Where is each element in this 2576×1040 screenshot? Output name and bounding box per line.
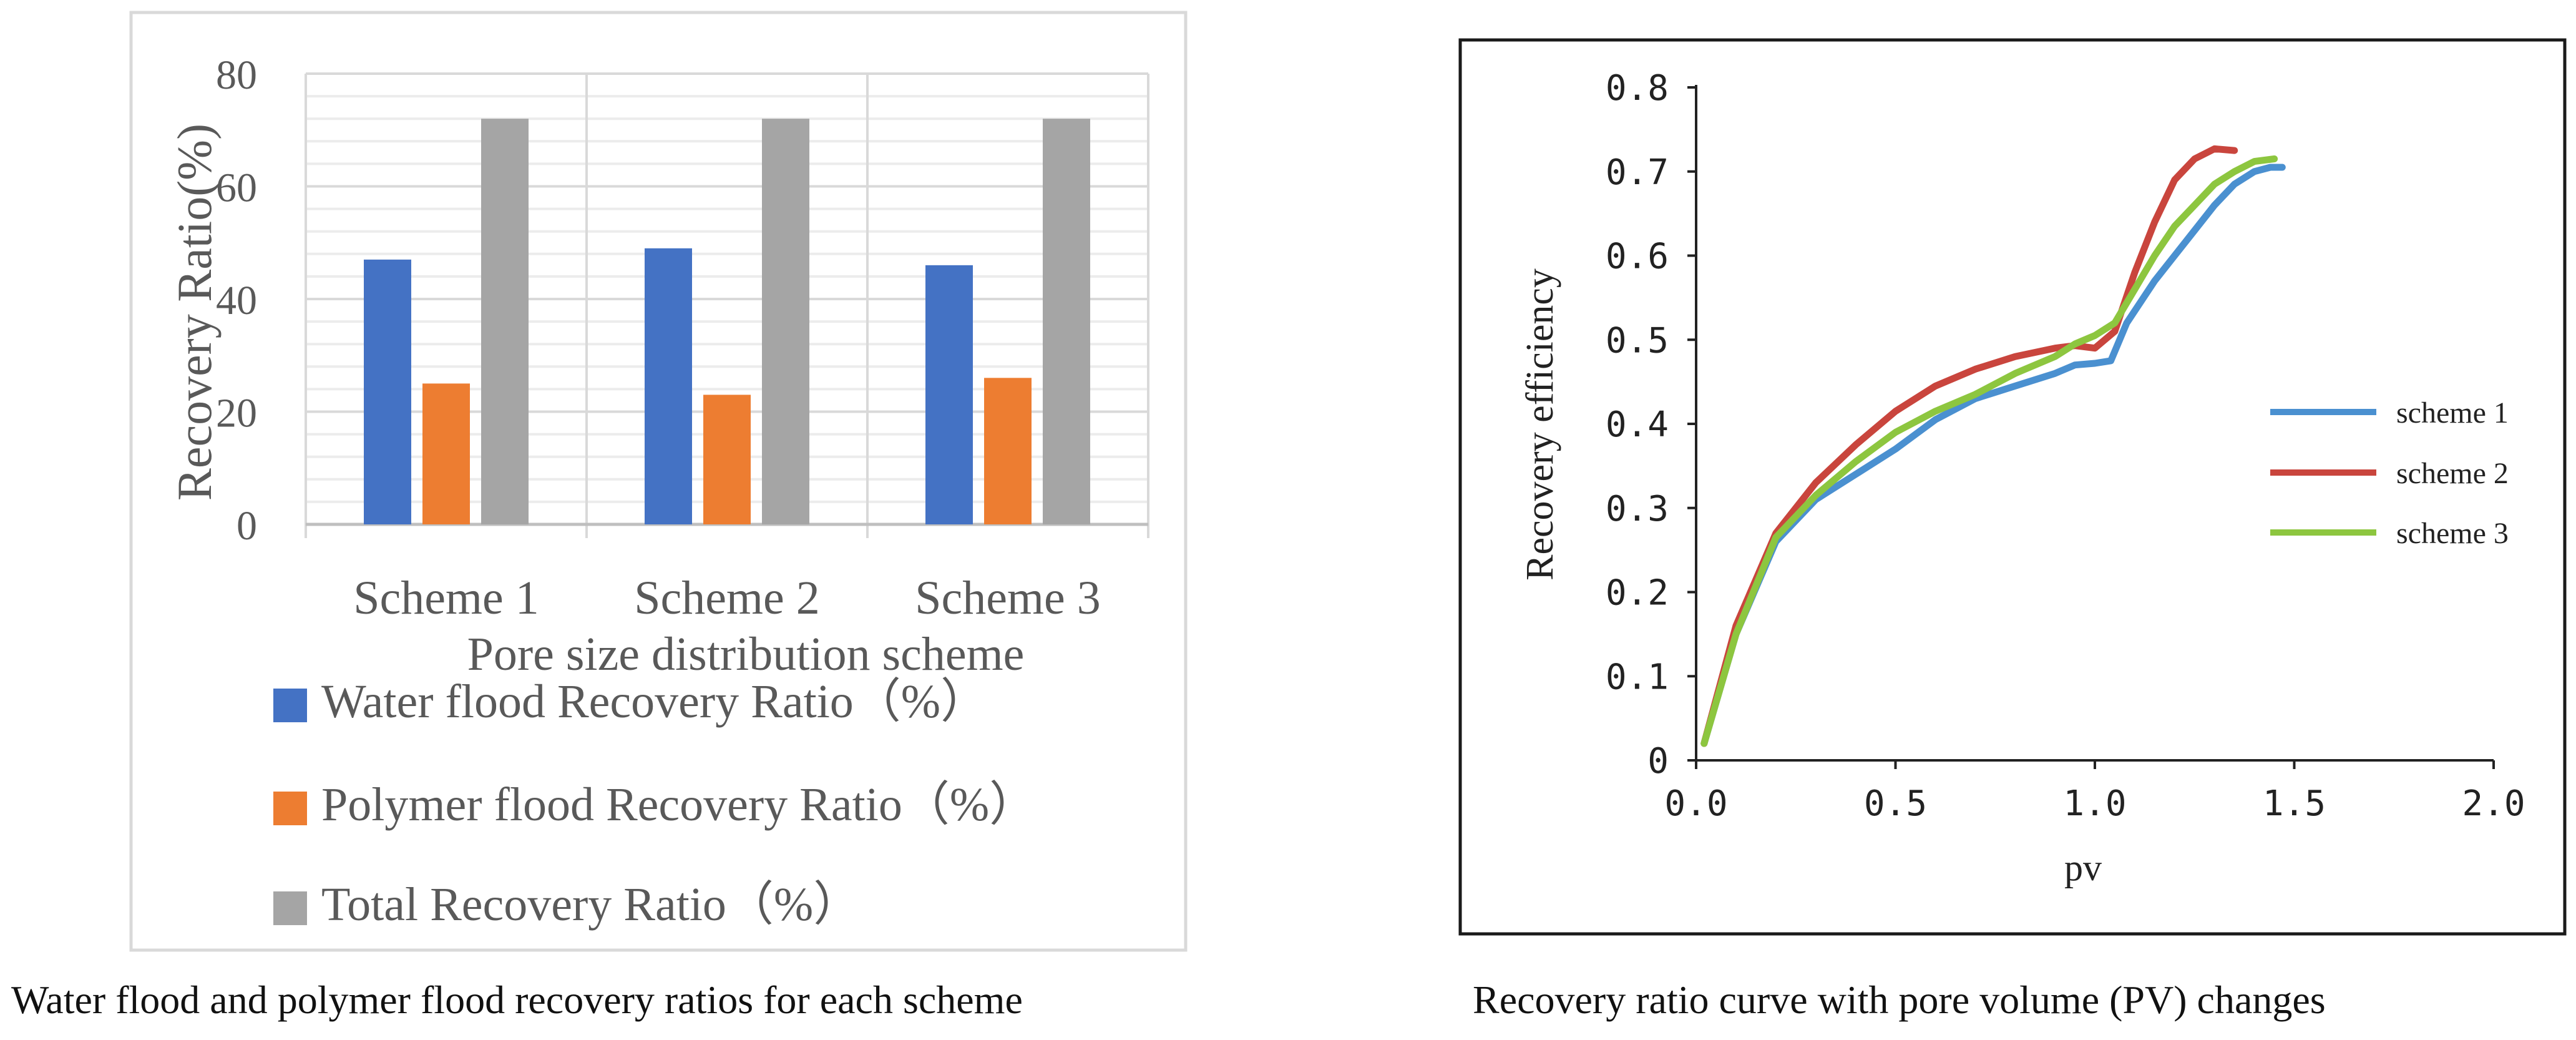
bar-y-axis-label: Recovery Ratio(%) xyxy=(167,124,222,501)
bar-x-tick-label: Scheme 3 xyxy=(915,572,1101,624)
line-x-tick-labels: 0.0 0.5 1.0 1.5 2.0 xyxy=(1664,783,2525,824)
line-x-axis-label: pv xyxy=(2064,847,2102,888)
line-legend-label: scheme 1 xyxy=(2396,396,2509,429)
line-y-tick-label: 0 xyxy=(1647,741,1669,782)
line-y-axis-label: Recovery efficiency xyxy=(1519,268,1561,581)
line-legend-label: scheme 2 xyxy=(2396,457,2509,490)
bar-legend-label: Polymer flood Recovery Ratio（%） xyxy=(321,778,1037,831)
line-y-tick-label: 0.6 xyxy=(1606,237,1669,277)
bar-1-scheme-2 xyxy=(645,248,692,524)
bar-x-tick-labels: Scheme 1 Scheme 2 Scheme 3 xyxy=(353,572,1101,624)
bar-legend-label: Total Recovery Ratio（%） xyxy=(321,878,861,931)
line-y-tick-label: 0.1 xyxy=(1606,657,1669,697)
line-chart-caption: Recovery ratio curve with pore volume (P… xyxy=(1473,978,2326,1022)
line-y-tick-labels: 0 0.1 0.2 0.3 0.4 0.5 0.6 0.7 0.8 xyxy=(1606,68,1669,782)
bar-y-tick-label: 0 xyxy=(237,503,257,549)
bar-y-tick-label: 20 xyxy=(216,391,257,436)
bar-1-scheme-3 xyxy=(925,265,973,524)
bar-legend-swatch xyxy=(273,792,307,825)
bar-marks xyxy=(364,119,1090,524)
bar-y-tick-label: 40 xyxy=(216,278,257,323)
line-y-tick-label: 0.7 xyxy=(1606,152,1669,193)
bar-3-scheme-3 xyxy=(1043,119,1090,524)
line-x-tick-label: 0.0 xyxy=(1664,783,1727,824)
bar-legend-label: Water flood Recovery Ratio（%） xyxy=(321,675,988,728)
line-axes xyxy=(1687,85,2495,769)
bar-chart-caption: Water flood and polymer flood recovery r… xyxy=(11,978,1023,1022)
line-series-scheme-2 xyxy=(1700,145,2238,747)
line-x-tick-label: 1.5 xyxy=(2263,783,2326,824)
bar-legend-swatch xyxy=(273,891,307,925)
line-legend: scheme 1 scheme 2 scheme 3 xyxy=(2270,396,2509,550)
bar-3-scheme-1 xyxy=(481,119,529,524)
line-chart-frame xyxy=(1458,38,2567,936)
line-y-tick-label: 0.2 xyxy=(1606,573,1669,614)
line-y-tick-label: 0.5 xyxy=(1606,320,1669,361)
line-y-tick-label: 0.4 xyxy=(1606,405,1669,445)
bar-legend-swatch xyxy=(273,689,307,722)
bar-x-tick-label: Scheme 2 xyxy=(634,572,820,624)
line-series-scheme-1 xyxy=(1700,164,2286,747)
line-x-tick-label: 2.0 xyxy=(2462,783,2525,824)
bar-1-scheme-1 xyxy=(364,259,411,524)
line-legend-label: scheme 3 xyxy=(2396,517,2509,550)
line-series-scheme-3 xyxy=(1700,155,2278,747)
line-x-tick-label: 1.0 xyxy=(2063,783,2126,824)
bar-y-tick-label: 80 xyxy=(216,52,257,98)
line-x-tick-label: 0.5 xyxy=(1864,783,1927,824)
bar-y-tick-label: 60 xyxy=(216,165,257,211)
bar-legend: Water flood Recovery Ratio（%） Polymer flo… xyxy=(273,675,1037,931)
bar-2-scheme-3 xyxy=(984,378,1032,524)
bar-x-tick-label: Scheme 1 xyxy=(353,572,539,624)
line-y-tick-label: 0.3 xyxy=(1606,489,1669,529)
bar-x-axis-label: Pore size distribution scheme xyxy=(467,628,1025,680)
bar-y-tick-labels: 0 20 40 60 80 xyxy=(216,52,257,549)
line-y-tick-label: 0.8 xyxy=(1606,68,1669,109)
line-series-group xyxy=(1700,145,2286,747)
bar-3-scheme-2 xyxy=(762,119,809,524)
bar-2-scheme-2 xyxy=(703,395,751,524)
bar-2-scheme-1 xyxy=(422,383,470,524)
